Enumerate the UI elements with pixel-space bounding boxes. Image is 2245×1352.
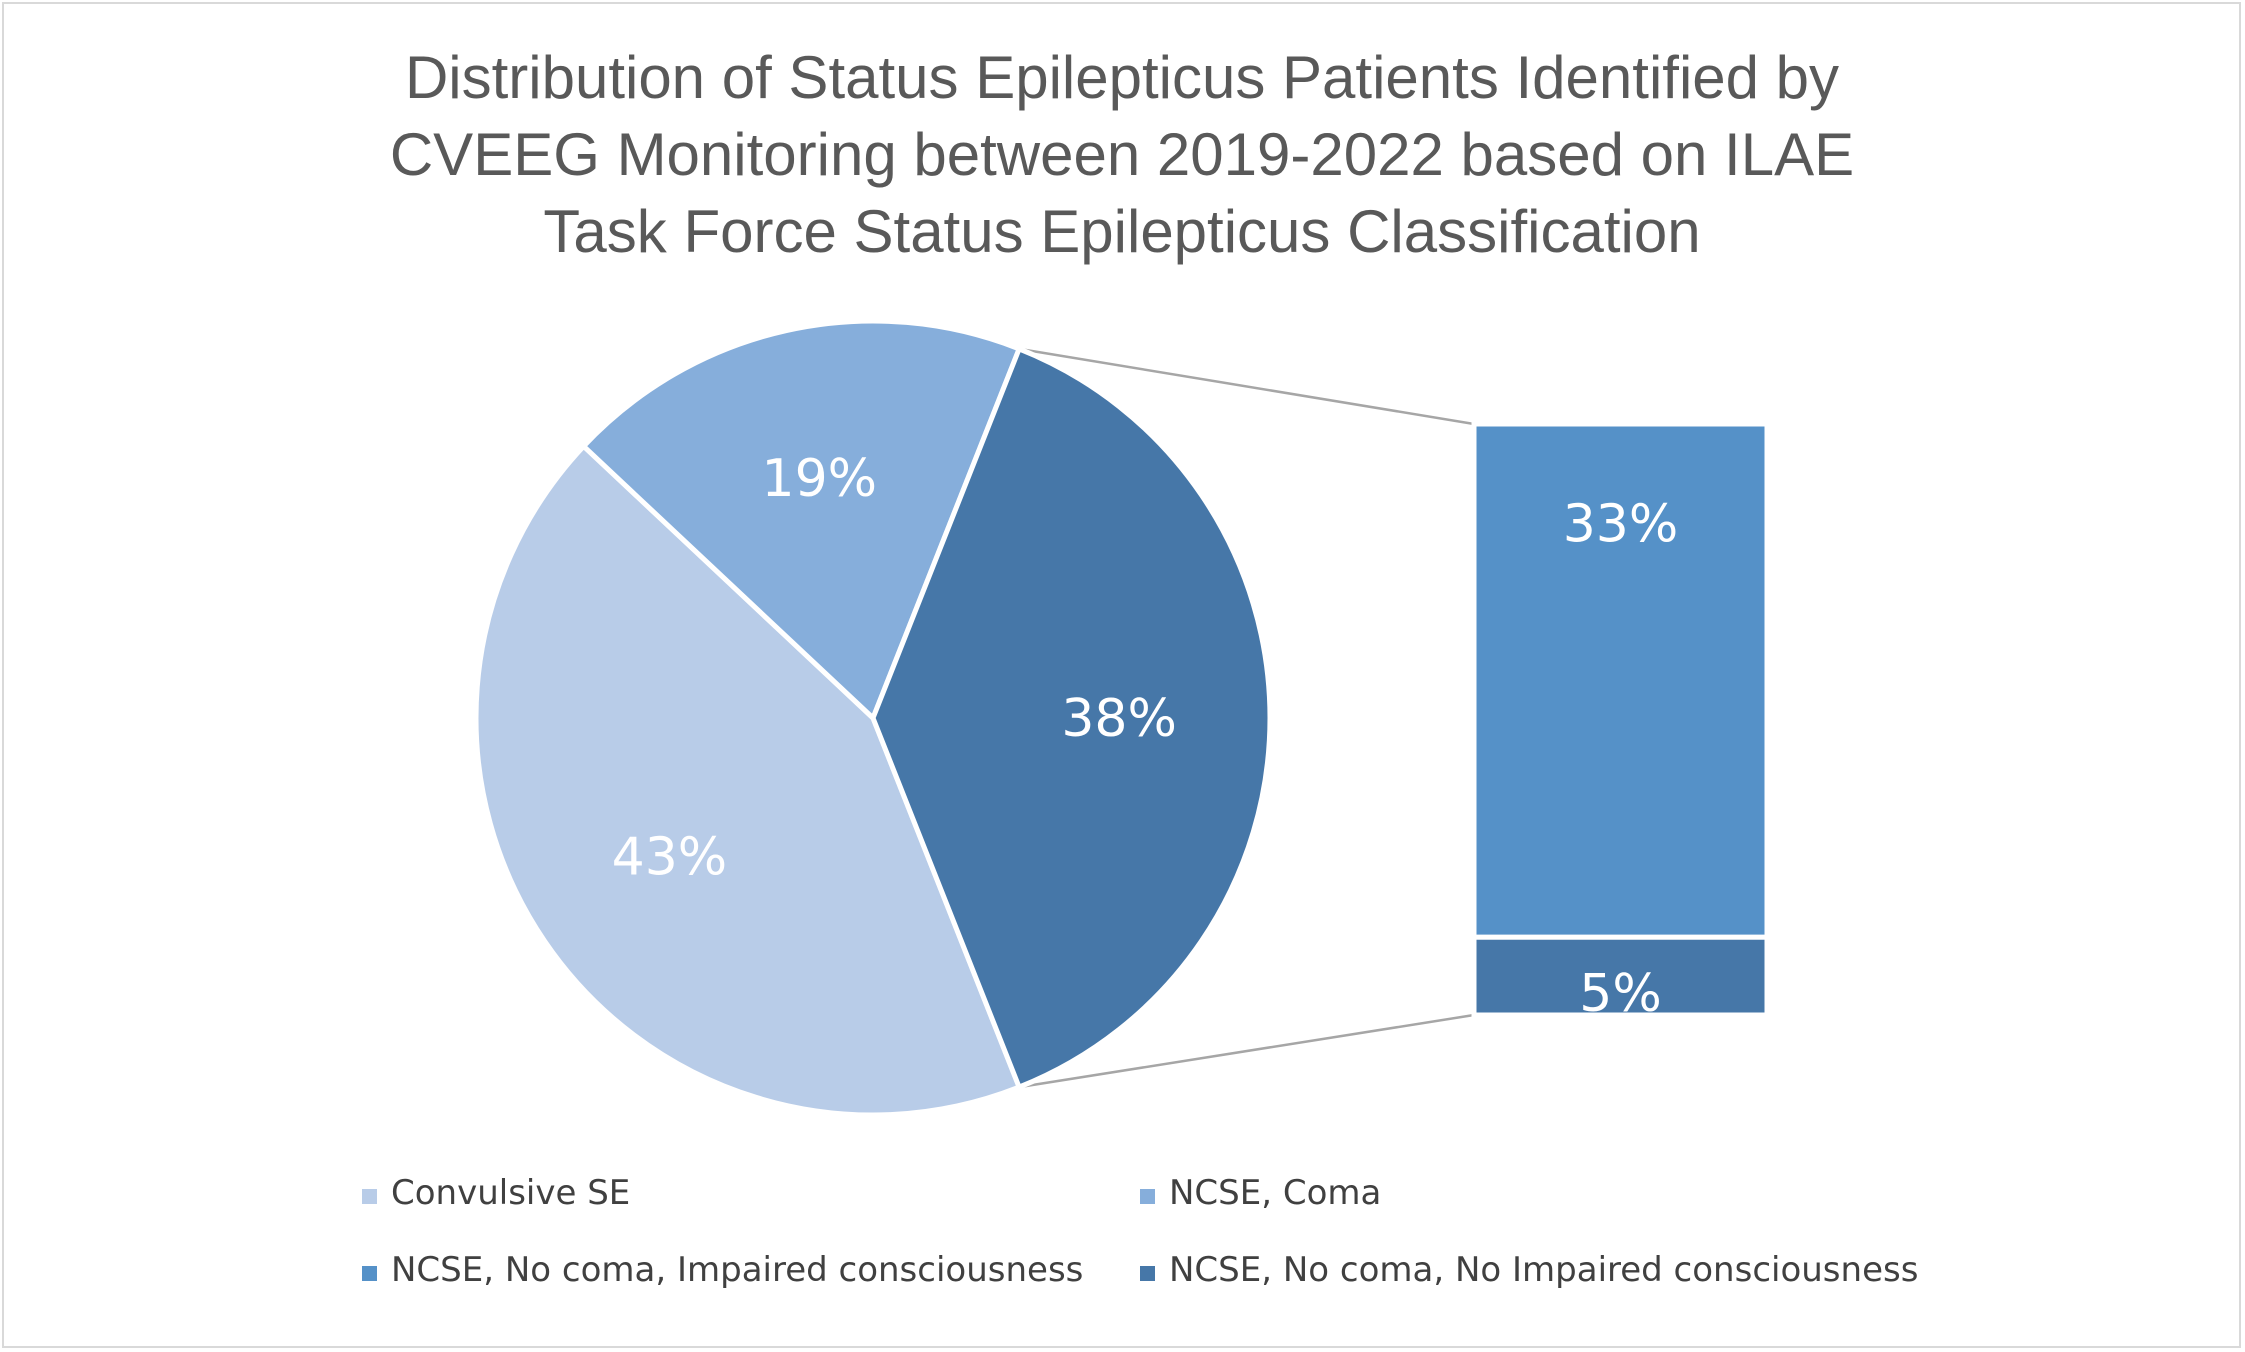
pie-slice-label-3: 38% [1061, 689, 1177, 749]
legend: Convulsive SE NCSE, Coma NCSE, No coma, Im… [362, 1173, 1918, 1290]
bar-segment-2 [1471, 934, 1770, 1018]
connector-line-top [1018, 347, 1475, 426]
stacked-bar: 33% 5% [1471, 421, 1770, 1024]
connector-lines [1018, 347, 1475, 1089]
legend-swatch-1 [362, 1189, 377, 1204]
chart-title-line-3: Task Force Status Epilepticus Classifica… [543, 198, 1700, 265]
pie-slice-label-1: 43% [612, 827, 728, 887]
pie-slice-label-2: 19% [762, 449, 878, 509]
bar-segment-1 [1471, 421, 1770, 940]
bar-segment-label-2: 5% [1579, 964, 1662, 1024]
pie-slice-1 [473, 443, 1022, 1118]
pie: 43% 19% 38% [473, 318, 1273, 1118]
legend-swatch-4 [1140, 1266, 1155, 1281]
connector-line-bottom [1018, 1013, 1475, 1089]
legend-label-3: NCSE, No coma, Impaired consciousness [391, 1250, 1083, 1290]
chart-title-line-2: CVEEG Monitoring between 2019-2022 based… [390, 121, 1854, 188]
legend-swatch-3 [362, 1266, 377, 1281]
chart-title: Distribution of Status Epilepticus Patie… [390, 44, 1854, 265]
legend-label-4: NCSE, No coma, No Impaired consciousness [1169, 1250, 1918, 1290]
pie-slice-3 [870, 346, 1273, 1090]
legend-label-2: NCSE, Coma [1169, 1173, 1381, 1213]
legend-label-1: Convulsive SE [391, 1173, 630, 1213]
legend-swatch-2 [1140, 1189, 1155, 1204]
bar-segment-label-1: 33% [1563, 494, 1679, 554]
chart-title-line-1: Distribution of Status Epilepticus Patie… [405, 44, 1839, 111]
